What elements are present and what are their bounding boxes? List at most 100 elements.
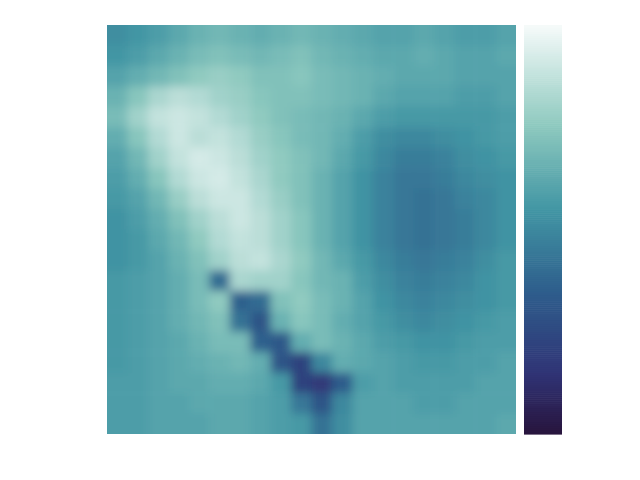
heatmap-cell [168,168,189,189]
heatmap-cell [352,311,373,332]
heatmap-cell [250,107,271,128]
heatmap-cell [455,270,476,291]
heatmap-cell [209,25,230,46]
heatmap-cell [189,127,210,148]
heatmap-cell [455,250,476,271]
heatmap-cell [107,209,128,230]
heatmap-cell [209,270,230,291]
heatmap-cell [148,127,169,148]
heatmap-cell [312,291,333,312]
heatmap-cell [332,209,353,230]
heatmap-cell [250,189,271,210]
heatmap-cell [496,393,516,414]
heatmap-cell [352,230,373,251]
heatmap-cell [271,393,292,414]
heatmap-cell [271,373,292,394]
heatmap-cell [209,352,230,373]
heatmap-cell [107,127,128,148]
heatmap-cell [332,189,353,210]
heatmap-cell [250,414,271,434]
heatmap-cell [332,127,353,148]
heatmap-cell [168,250,189,271]
heatmap-cell [352,270,373,291]
heatmap-cell [127,250,148,271]
heatmap-cell [127,291,148,312]
heatmap-cell [475,352,496,373]
heatmap-cell [148,25,169,46]
heatmap-cell [393,291,414,312]
heatmap-cell [496,209,516,230]
heatmap-cell [414,250,435,271]
heatmap-cell [312,86,333,107]
heatmap-cell [168,25,189,46]
heatmap-cell [475,270,496,291]
heatmap-cell [373,25,394,46]
heatmap-cell [352,66,373,87]
heatmap-cell [271,66,292,87]
heatmap-cell [230,291,251,312]
heatmap-cell [189,45,210,66]
heatmap-cell [250,209,271,230]
heatmap-cell [496,168,516,189]
heatmap-cell [291,414,312,434]
heatmap-cell [291,291,312,312]
heatmap-cell [209,393,230,414]
heatmap-cell [291,25,312,46]
heatmap-cell [312,250,333,271]
heatmap-cell [312,189,333,210]
heatmap-cell [312,393,333,414]
heatmap-cell [393,352,414,373]
heatmap-cell [475,45,496,66]
heatmap-cell [250,352,271,373]
heatmap-cell [271,209,292,230]
heatmap-cell [107,25,128,46]
heatmap-cell [230,414,251,434]
heatmap-cell [148,209,169,230]
heatmap-cell [332,332,353,353]
heatmap-cell [332,414,353,434]
heatmap-cell [107,393,128,414]
heatmap-cell [291,270,312,291]
heatmap-cell [373,148,394,169]
heatmap-cell [189,209,210,230]
heatmap-cell [250,127,271,148]
heatmap-cell [168,107,189,128]
heatmap-cell [496,270,516,291]
heatmap-cell [496,291,516,312]
heatmap-cell [230,189,251,210]
heatmap-cell [230,107,251,128]
heatmap-cell [291,127,312,148]
heatmap-cell [107,189,128,210]
heatmap-cell [250,66,271,87]
heatmap-cell [127,189,148,210]
heatmap-cell [127,25,148,46]
heatmap-cell [230,25,251,46]
heatmap-cell [168,209,189,230]
heatmap-cell [148,393,169,414]
heatmap-cell [168,148,189,169]
heatmap-cell [107,45,128,66]
heatmap-cell [189,373,210,394]
heatmap-cell [250,168,271,189]
heatmap-cell [168,127,189,148]
heatmap-cell [393,86,414,107]
heatmap-cell [414,168,435,189]
heatmap-cell [312,66,333,87]
heatmap-cell [312,270,333,291]
heatmap-cell [414,189,435,210]
heatmap-cell [393,393,414,414]
heatmap-cell [332,107,353,128]
heatmap-cell [148,189,169,210]
heatmap-cell [352,189,373,210]
heatmap-cell [373,311,394,332]
heatmap-cell [373,393,394,414]
heatmap-cell [312,107,333,128]
heatmap-cell [455,373,476,394]
heatmap-cell [209,86,230,107]
heatmap-cell [496,107,516,128]
heatmap-cell [393,107,414,128]
heatmap-cell [393,250,414,271]
heatmap-cell [107,148,128,169]
heatmap-cell [312,45,333,66]
heatmap-cell [107,168,128,189]
